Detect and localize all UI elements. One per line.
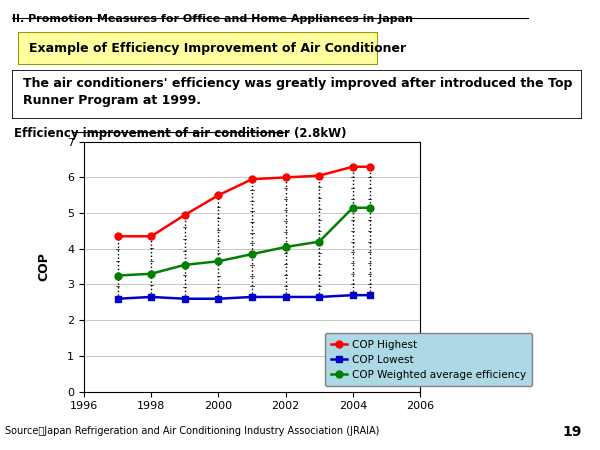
COP Lowest [215,296,222,302]
Text: Efficiency improvement of air conditioner (2.8kW): Efficiency improvement of air conditione… [14,127,346,140]
COP Weighted average efficiency [181,262,188,268]
COP Weighted average efficiency [148,271,155,276]
COP Highest [114,234,121,239]
COP Lowest [148,294,155,300]
COP Highest [316,173,323,178]
COP Lowest [282,294,289,300]
COP Weighted average efficiency [366,205,373,211]
COP Weighted average efficiency [282,244,289,250]
COP Highest [366,164,373,170]
COP Weighted average efficiency [215,259,222,264]
Legend: COP Highest, COP Lowest, COP Weighted average efficiency: COP Highest, COP Lowest, COP Weighted av… [325,333,532,386]
COP Lowest [316,294,323,300]
COP Highest [282,175,289,180]
COP Weighted average efficiency [248,252,256,257]
Text: II. Promotion Measures for Office and Home Appliances in Japan: II. Promotion Measures for Office and Ho… [12,14,413,23]
Line: COP Weighted average efficiency: COP Weighted average efficiency [114,204,373,279]
COP Highest [349,164,356,170]
COP Highest [248,176,256,182]
Text: The air conditioners' efficiency was greatly improved after introduced the Top
R: The air conditioners' efficiency was gre… [23,77,573,107]
COP Lowest [366,292,373,298]
Y-axis label: COP: COP [37,252,50,281]
COP Highest [181,212,188,218]
FancyBboxPatch shape [12,70,582,119]
COP Lowest [248,294,256,300]
COP Weighted average efficiency [316,239,323,244]
COP Weighted average efficiency [349,205,356,211]
Line: COP Highest: COP Highest [114,163,373,240]
COP Highest [148,234,155,239]
Text: Source：Japan Refrigeration and Air Conditioning Industry Association (JRAIA): Source：Japan Refrigeration and Air Condi… [5,426,379,436]
COP Lowest [349,292,356,298]
FancyBboxPatch shape [18,32,378,65]
COP Lowest [181,296,188,302]
Line: COP Lowest: COP Lowest [114,292,373,302]
COP Highest [215,193,222,198]
COP Weighted average efficiency [114,273,121,278]
Text: Example of Efficiency Improvement of Air Conditioner: Example of Efficiency Improvement of Air… [29,42,406,55]
COP Lowest [114,296,121,302]
Text: 19: 19 [563,425,582,439]
